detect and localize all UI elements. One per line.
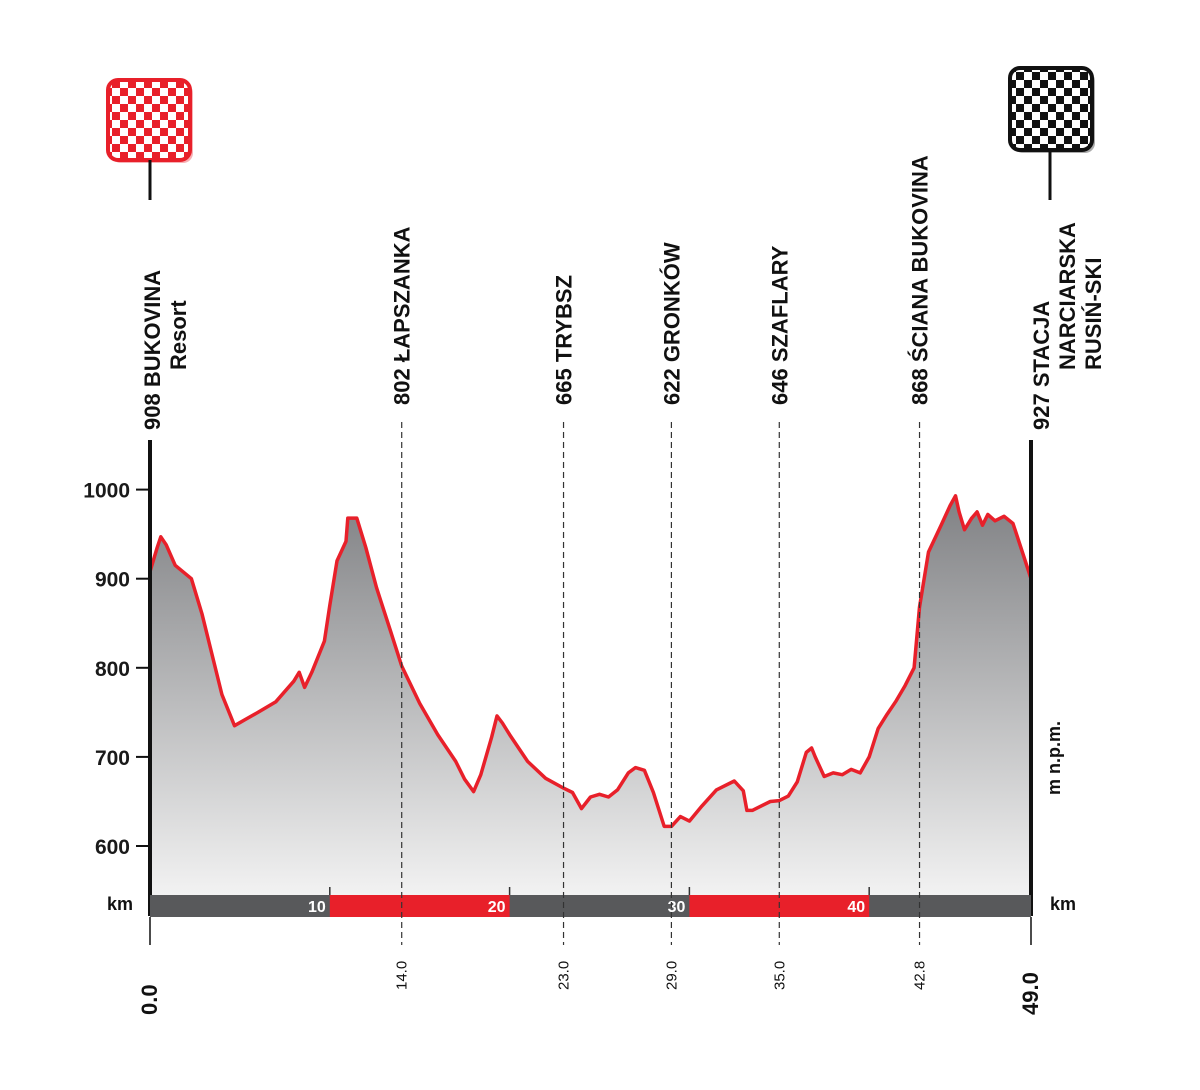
- elevation-line: [148, 494, 1033, 829]
- elevation-area: [150, 495, 1031, 895]
- marker-label: 802 ŁAPSZANKA: [390, 226, 415, 405]
- start-flag-icon: [106, 78, 193, 200]
- marker-label: 646 SZAFLARY: [767, 245, 792, 405]
- marker-km-label: 23.0: [556, 961, 573, 990]
- marker-label: 665 TRYBSZ: [552, 275, 577, 405]
- km-bar-red-segment: [329, 895, 510, 917]
- km-bar-label: 10: [308, 899, 326, 916]
- start-label: 908 BUKOVINA: [140, 270, 165, 430]
- y-axis-ticks: 600 700 800 900 1000: [83, 480, 150, 859]
- km-bar-dark-segment: [150, 895, 1031, 917]
- km-bar: 10 20 30 40: [149, 887, 1032, 945]
- checkpoint-markers: 802 ŁAPSZANKA 14.0 665 TRYBSZ 23.0 622 GRONK…: [390, 155, 933, 990]
- km-bar-label: 20: [488, 899, 506, 916]
- y-tick-label: 1000: [83, 480, 130, 503]
- start-sublabel: Resort: [166, 300, 191, 370]
- km-bar-label: 40: [847, 899, 865, 916]
- marker-km-label: 14.0: [394, 961, 411, 990]
- y-axis-unit: m n.p.m.: [1044, 721, 1064, 795]
- y-tick-label: 900: [95, 569, 130, 592]
- y-tick-label: 700: [95, 747, 130, 770]
- marker-km-label: 35.0: [771, 961, 788, 990]
- y-tick-label: 600: [95, 836, 130, 859]
- bar-right-unit: km: [1050, 894, 1076, 914]
- finish-label: 927 STACJA: [1029, 301, 1054, 430]
- y-tick-label: 800: [95, 658, 130, 681]
- km-bar-label: 30: [668, 899, 686, 916]
- marker-label: 868 ŚCIANA BUKOVINA: [908, 155, 933, 405]
- start-km-label: 0.0: [137, 984, 162, 1015]
- finish-label-line3: RUSIŃ-SKI: [1081, 258, 1106, 370]
- finish-km-label: 49.0: [1018, 972, 1043, 1015]
- finish-label-line2: NARCIARSKA: [1055, 222, 1080, 370]
- finish-flag-icon: [1008, 66, 1095, 200]
- bar-left-unit: km: [107, 894, 133, 914]
- marker-label: 622 GRONKÓW: [659, 242, 684, 405]
- marker-km-label: 42.8: [912, 961, 929, 990]
- marker-km-label: 29.0: [663, 961, 680, 990]
